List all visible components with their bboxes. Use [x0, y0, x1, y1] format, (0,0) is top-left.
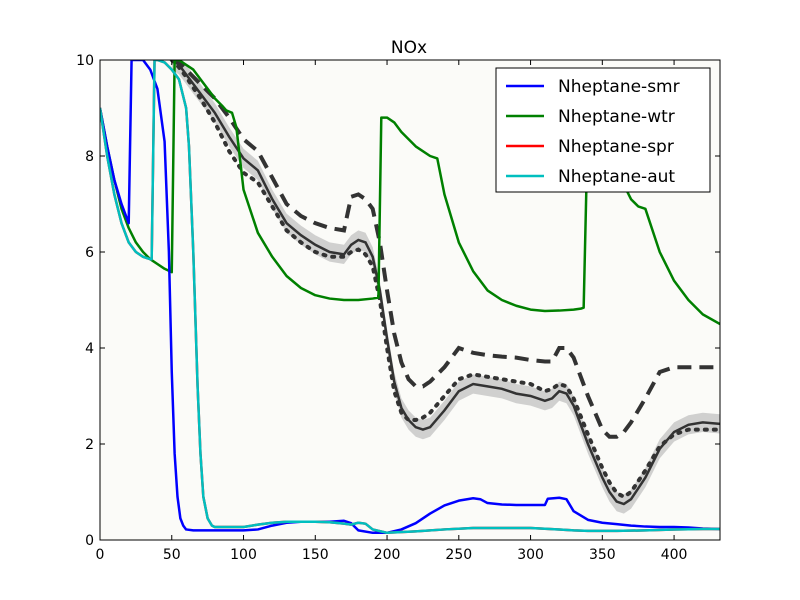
y-tick-label: 8 [85, 149, 94, 165]
y-tick-label: 0 [85, 533, 94, 549]
x-tick-label: 300 [517, 547, 544, 563]
legend-label: Nheptane-spr [558, 137, 674, 157]
axes: 0 50 100 150 200 250 300 350 400 0 2 4 6 8 10 [76, 53, 721, 563]
legend: Nheptane-smr Nheptane-wtr Nheptane-spr Nhep… [495, 67, 711, 193]
x-tick-label: 150 [302, 547, 329, 563]
overlay-mean-line [171, 60, 720, 506]
legend-label: Nheptane-wtr [558, 107, 675, 127]
legend-label: Nheptane-smr [558, 77, 680, 97]
series-line-nheptane-aut [100, 60, 720, 535]
axes-frame [99, 59, 721, 541]
y-tick-label: 2 [85, 437, 94, 453]
x-tick-label: 50 [163, 547, 181, 563]
legend-box [495, 67, 711, 193]
x-tick-label: 200 [374, 547, 401, 563]
x-tick-label: 400 [661, 547, 688, 563]
overlay-dashed-line [171, 60, 720, 439]
y-tick-label: 6 [85, 245, 94, 261]
chart-title: NOx [391, 38, 427, 58]
legend-label: Nheptane-aut [558, 167, 675, 187]
x-tick-label: 0 [96, 547, 105, 563]
x-tick-label: 350 [589, 547, 616, 563]
x-tick-label: 100 [230, 547, 257, 563]
overlay-dotted-line [169, 60, 720, 500]
x-tick-label: 250 [445, 547, 472, 563]
series-line-nheptane-smr [100, 60, 720, 535]
y-tick-label: 10 [76, 53, 94, 69]
y-tick-label: 4 [85, 341, 94, 357]
